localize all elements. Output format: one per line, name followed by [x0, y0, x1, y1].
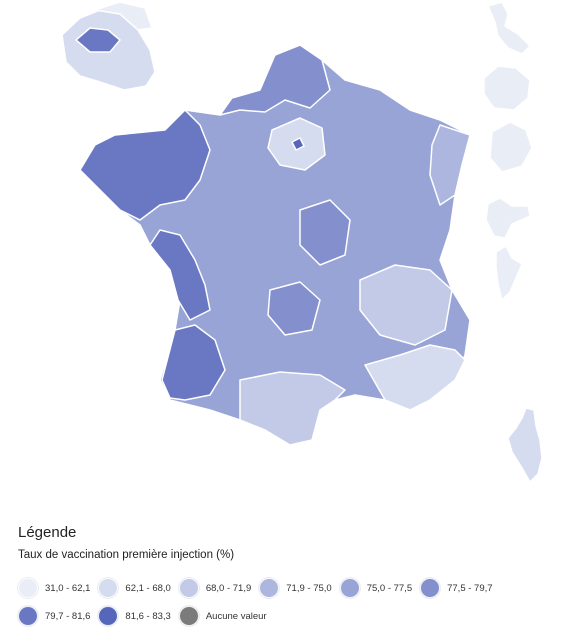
choropleth-map: [61, 1, 543, 483]
legend-item-6[interactable]: 77,5 - 79,7: [420, 578, 493, 598]
region-centre-val[interactable]: [299, 199, 351, 266]
region-bretagne[interactable]: [79, 109, 211, 221]
region-rhone-alpes[interactable]: [359, 264, 453, 346]
legend-item-8[interactable]: 81,6 - 83,3: [98, 606, 171, 626]
legend-item-7[interactable]: 79,7 - 81,6: [18, 606, 90, 626]
legend-item-no-value[interactable]: Aucune valeur: [178, 606, 267, 626]
region-normandie-nord[interactable]: [219, 44, 331, 116]
idf-inset: [61, 1, 156, 91]
region-idf-inset-east[interactable]: [94, 1, 153, 31]
region-guadeloupe[interactable]: [487, 1, 531, 55]
legend-swatch-icon: [18, 606, 38, 626]
legend-label: 31,0 - 62,1: [45, 582, 91, 594]
legend-label: 81,6 - 83,3: [125, 610, 171, 622]
region-guyane[interactable]: [485, 197, 531, 239]
region-occitanie-sud[interactable]: [239, 371, 346, 446]
region-paris[interactable]: [291, 137, 305, 151]
region-paca[interactable]: [364, 344, 466, 411]
region-alsace[interactable]: [429, 124, 471, 206]
legend-swatch-icon: [339, 578, 360, 598]
region-vendee-charente[interactable]: [149, 229, 211, 321]
legend-item-3[interactable]: 68,0 - 71,9: [178, 578, 252, 598]
map-legend: Légende Taux de vaccination première inj…: [18, 524, 573, 626]
legend-swatch-icon: [178, 606, 199, 626]
region-martinique[interactable]: [489, 121, 533, 173]
legend-swatch-icon: [18, 578, 38, 598]
outre-mer: [483, 1, 543, 483]
region-mayotte[interactable]: [495, 245, 523, 301]
legend-swatch-icon: [420, 578, 441, 598]
legend-item-1[interactable]: 31,0 - 62,1: [18, 578, 90, 598]
france-metropole: [79, 44, 471, 446]
legend-label: 62,1 - 68,0: [125, 582, 171, 594]
legend-title: Légende: [18, 524, 77, 541]
legend-label: 68,0 - 71,9: [205, 582, 252, 594]
legend-item-4[interactable]: 71,9 - 75,0: [259, 578, 332, 598]
region-limousin[interactable]: [267, 281, 321, 336]
legend-subtitle: Taux de vaccination première injection (…: [18, 549, 235, 561]
legend-label: 79,7 - 81,6: [45, 610, 91, 622]
region-reunion[interactable]: [483, 65, 531, 111]
legend-label: 71,9 - 75,0: [286, 582, 332, 594]
region-landes[interactable]: [161, 324, 226, 401]
legend-label: 75,0 - 77,5: [366, 582, 413, 594]
legend-label: 77,5 - 79,7: [447, 582, 493, 594]
legend-item-5[interactable]: 75,0 - 77,5: [339, 578, 413, 598]
legend-swatch-icon: [98, 606, 119, 626]
legend-swatch-icon: [259, 578, 280, 598]
region-idf-inset-paris[interactable]: [75, 27, 121, 53]
legend-items: 31,0 - 62,1 62,1 - 68,0 68,0 - 71,9 71,9…: [18, 578, 573, 626]
region-corse[interactable]: [507, 407, 543, 483]
legend-item-2[interactable]: 62,1 - 68,0: [98, 578, 171, 598]
legend-swatch-icon: [98, 578, 119, 598]
map-canvas: [61, 1, 543, 483]
legend-swatch-icon: [178, 578, 199, 598]
legend-label: Aucune valeur: [205, 610, 267, 622]
